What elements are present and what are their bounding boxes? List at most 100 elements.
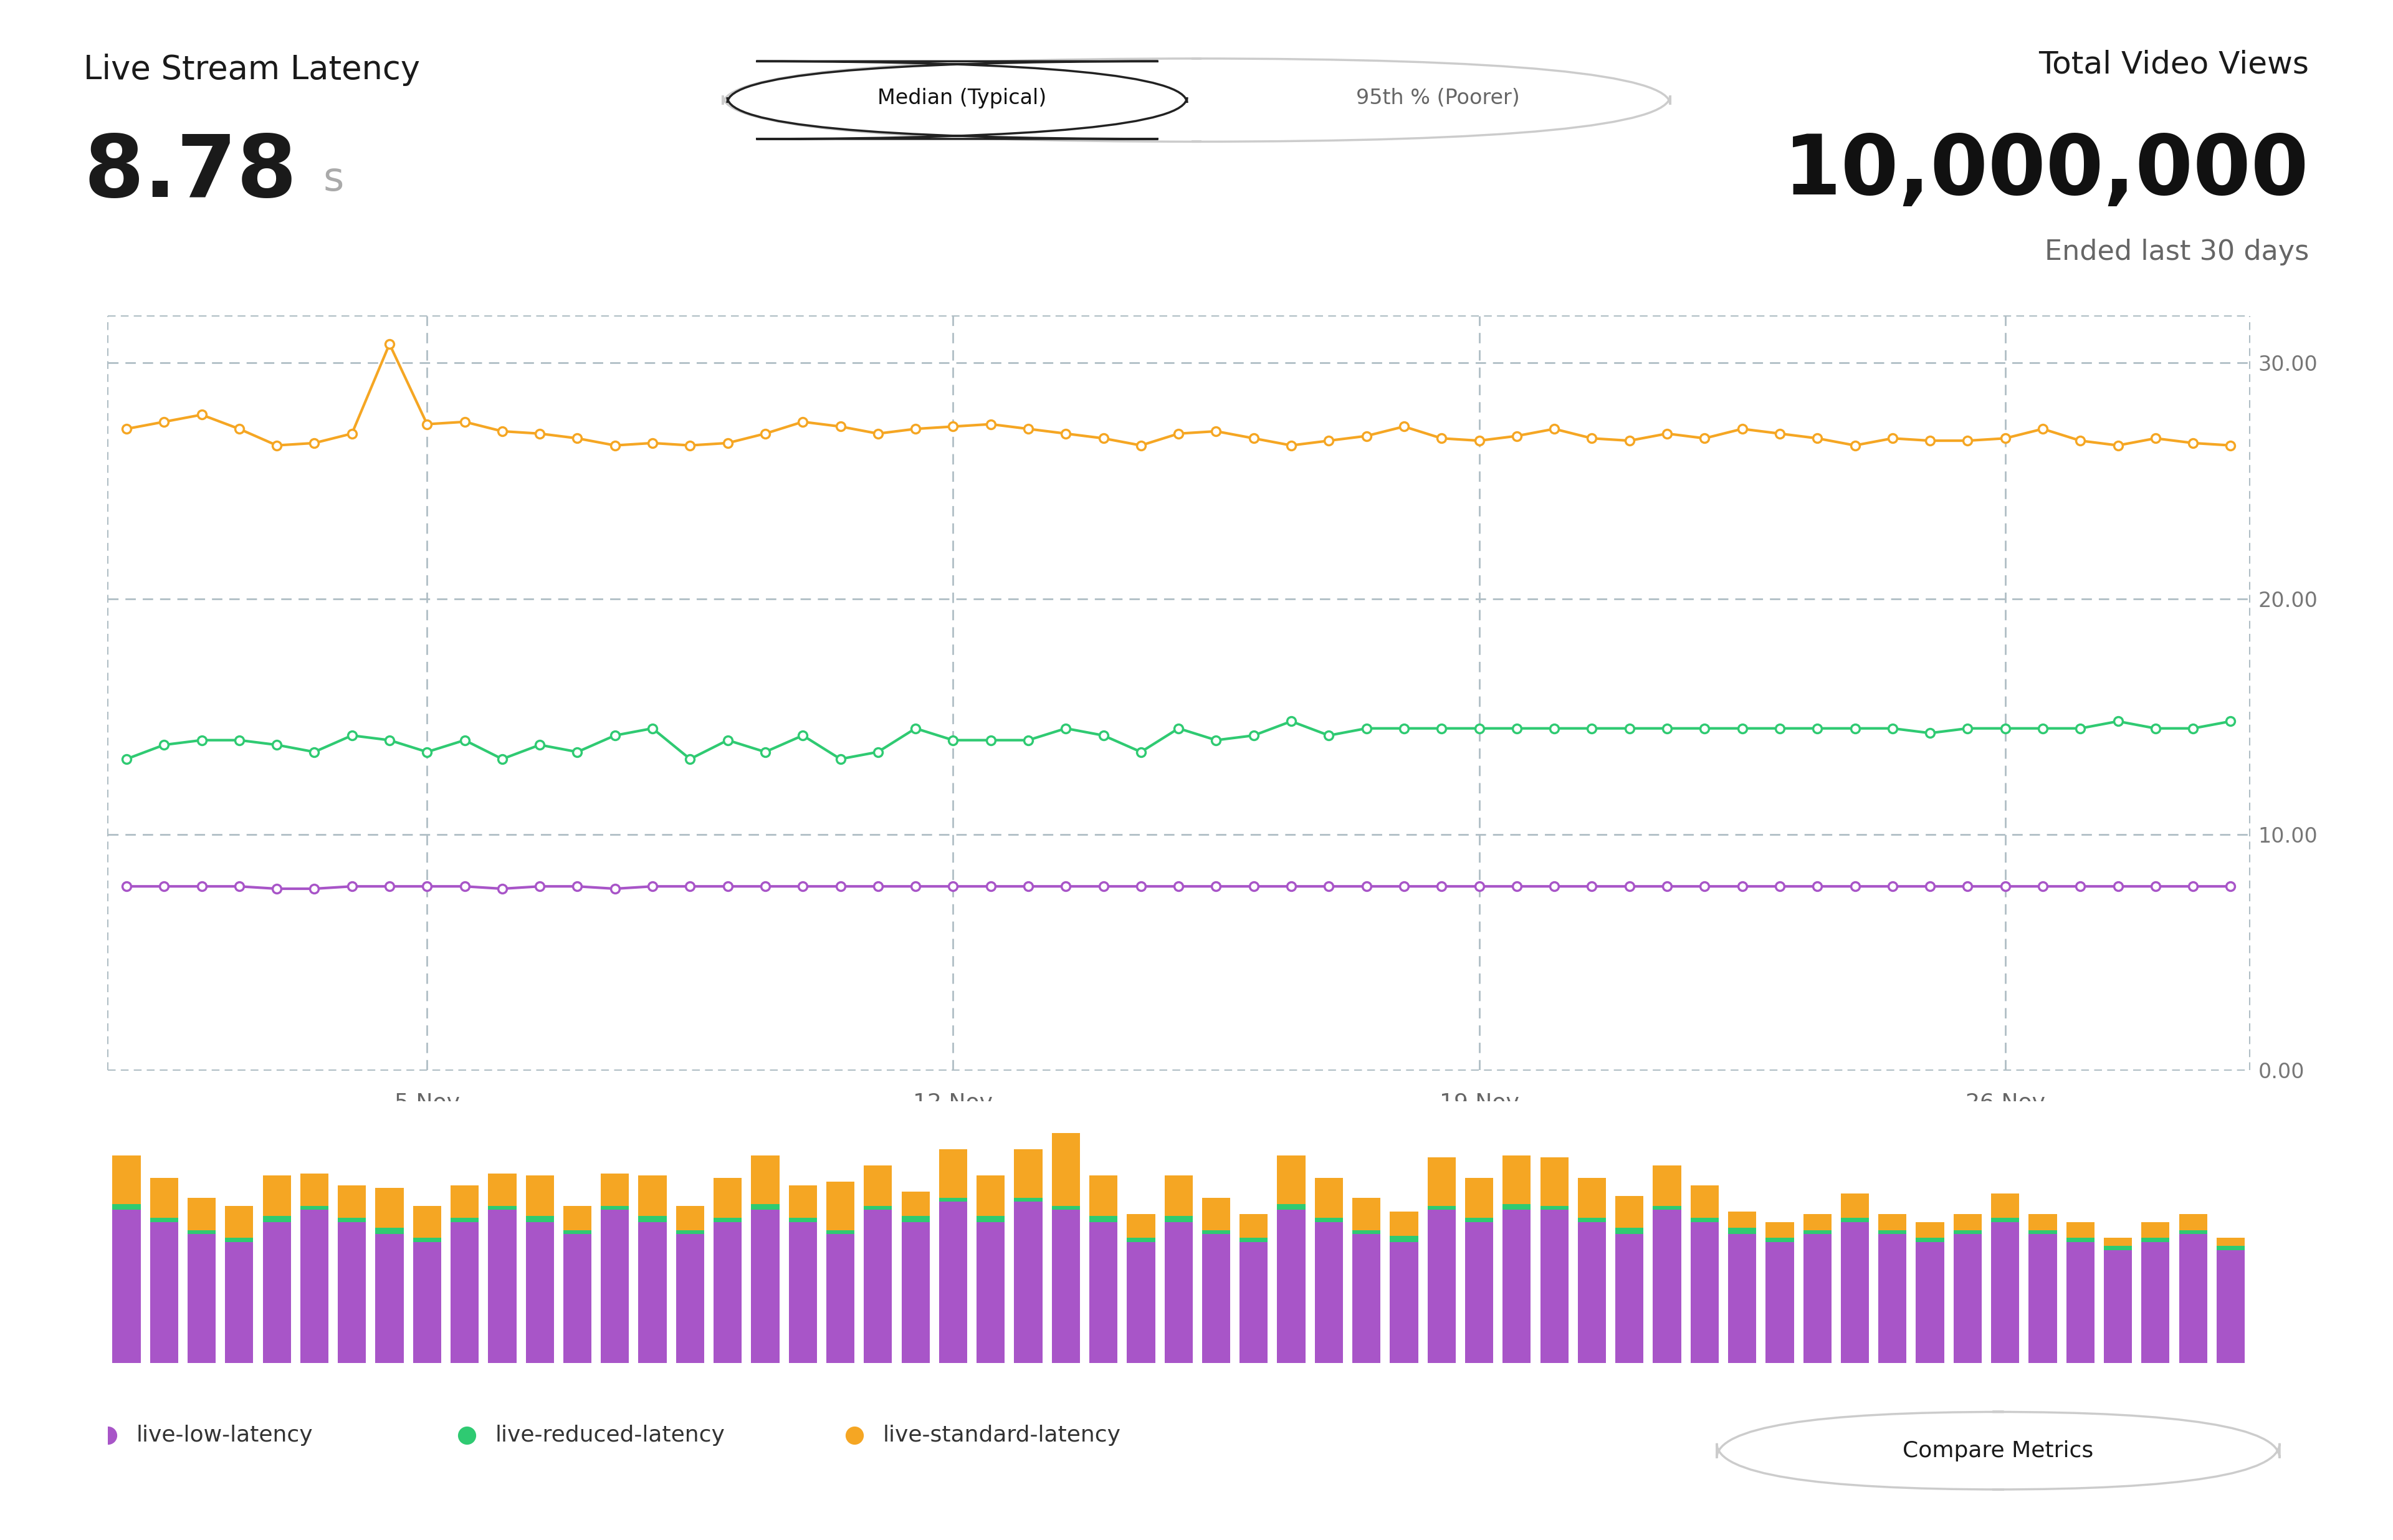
Bar — [1689, 1221, 1718, 1363]
Bar — [2103, 1246, 2132, 1250]
Bar — [376, 1234, 404, 1363]
Bar — [414, 1206, 440, 1238]
Bar — [337, 1221, 366, 1363]
FancyBboxPatch shape — [723, 59, 1670, 142]
Text: 19 Nov: 19 Nov — [1438, 1092, 1520, 1113]
Bar — [601, 1173, 629, 1206]
Bar — [1689, 1218, 1718, 1221]
Bar — [751, 1155, 780, 1204]
Bar — [1804, 1230, 1831, 1234]
Bar — [337, 1186, 366, 1218]
Bar — [263, 1217, 292, 1221]
Bar — [1165, 1175, 1192, 1217]
Bar — [2180, 1214, 2206, 1230]
Bar — [1840, 1221, 1869, 1363]
Bar — [2216, 1238, 2245, 1246]
Bar — [1352, 1234, 1381, 1363]
Bar — [1089, 1217, 1118, 1221]
Bar — [790, 1221, 816, 1363]
Bar — [751, 1204, 780, 1210]
Bar — [151, 1218, 177, 1221]
Bar — [414, 1238, 440, 1243]
Bar — [2180, 1230, 2206, 1234]
Bar — [1089, 1221, 1118, 1363]
Bar — [1879, 1230, 1907, 1234]
Bar — [864, 1210, 893, 1363]
Text: s: s — [323, 160, 345, 199]
Bar — [337, 1218, 366, 1221]
Bar — [225, 1238, 254, 1243]
Bar — [1278, 1204, 1304, 1210]
Bar — [1015, 1201, 1043, 1363]
Bar — [488, 1206, 517, 1210]
Text: Median (Typical): Median (Typical) — [878, 88, 1046, 108]
Bar — [1953, 1230, 1981, 1234]
Bar — [2142, 1221, 2170, 1238]
Bar — [1766, 1243, 1795, 1363]
Bar — [713, 1178, 742, 1218]
Bar — [639, 1217, 668, 1221]
Bar — [1053, 1206, 1079, 1210]
Bar — [562, 1206, 591, 1230]
Bar — [1917, 1243, 1943, 1363]
Bar — [1278, 1155, 1304, 1204]
Bar — [112, 1204, 141, 1210]
Bar — [376, 1187, 404, 1227]
Text: 10,000,000: 10,000,000 — [1783, 131, 2309, 213]
Bar — [826, 1234, 854, 1363]
Bar — [938, 1201, 967, 1363]
Bar — [1804, 1234, 1831, 1363]
Bar — [1015, 1198, 1043, 1201]
Bar — [1541, 1158, 1567, 1206]
Bar — [450, 1186, 479, 1218]
Bar — [488, 1210, 517, 1363]
Bar — [2065, 1221, 2094, 1238]
Bar — [526, 1221, 553, 1363]
Bar — [675, 1206, 704, 1230]
Bar — [1429, 1206, 1455, 1210]
Bar — [2103, 1250, 2132, 1363]
Bar — [1127, 1243, 1156, 1363]
Text: 5 Nov: 5 Nov — [395, 1092, 459, 1113]
Bar — [1503, 1155, 1532, 1204]
Bar — [639, 1175, 668, 1217]
Bar — [1917, 1221, 1943, 1238]
Bar — [1879, 1214, 1907, 1230]
Bar — [1577, 1218, 1606, 1221]
Bar — [187, 1198, 215, 1230]
Bar — [299, 1173, 328, 1206]
Bar — [263, 1221, 292, 1363]
Bar — [187, 1234, 215, 1363]
Bar — [1429, 1158, 1455, 1206]
Bar — [1654, 1210, 1682, 1363]
Bar — [112, 1155, 141, 1204]
Bar — [713, 1218, 742, 1221]
Bar — [1541, 1206, 1567, 1210]
Bar — [1201, 1230, 1230, 1234]
Bar — [938, 1149, 967, 1198]
Text: live-reduced-latency: live-reduced-latency — [495, 1425, 725, 1446]
Bar — [1615, 1234, 1644, 1363]
Bar — [790, 1186, 816, 1218]
Text: live-low-latency: live-low-latency — [136, 1425, 313, 1446]
Bar — [1953, 1214, 1981, 1230]
Bar — [151, 1221, 177, 1363]
Text: Compare Metrics: Compare Metrics — [1902, 1440, 2094, 1461]
Bar — [1503, 1204, 1532, 1210]
Bar — [601, 1210, 629, 1363]
Bar — [1577, 1178, 1606, 1218]
Bar — [299, 1210, 328, 1363]
Bar — [2029, 1214, 2058, 1230]
Bar — [225, 1206, 254, 1238]
Bar — [1201, 1198, 1230, 1230]
Bar — [1541, 1210, 1567, 1363]
Bar — [790, 1218, 816, 1221]
Bar — [976, 1217, 1005, 1221]
Text: 12 Nov: 12 Nov — [914, 1092, 993, 1113]
Bar — [1917, 1238, 1943, 1243]
Bar — [263, 1175, 292, 1217]
Bar — [1615, 1227, 1644, 1234]
Bar — [1615, 1195, 1644, 1227]
Bar — [902, 1217, 928, 1221]
Bar — [826, 1181, 854, 1230]
